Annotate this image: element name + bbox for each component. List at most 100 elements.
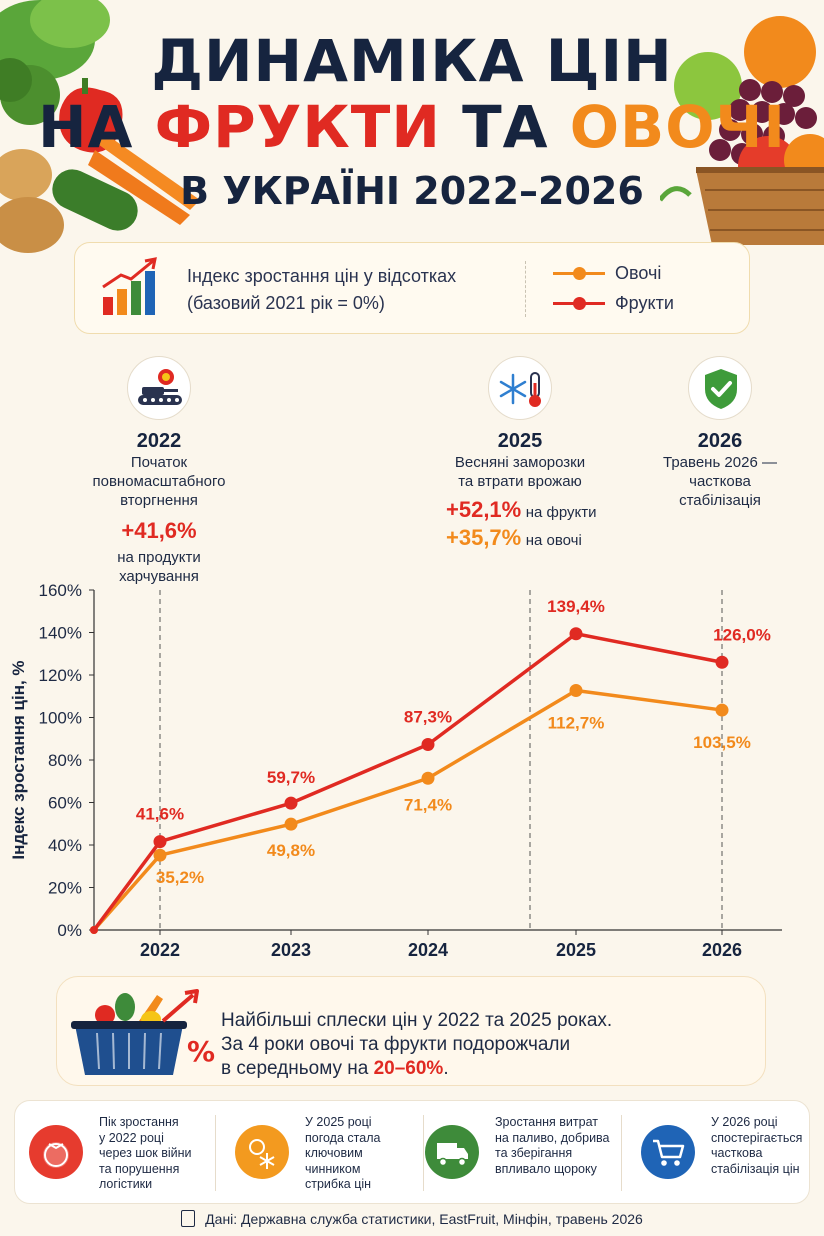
event-2022-desc-line: вторгнення xyxy=(120,492,198,509)
event-2025-year: 2025 xyxy=(497,430,543,452)
summary-highlight: 20–60% xyxy=(373,1058,444,1079)
fact-line: та зберігання xyxy=(495,1146,573,1160)
fact-stabilization: У 2026 році спостерігається часткова ста… xyxy=(641,1115,805,1195)
fact-line: У 2025 році xyxy=(305,1115,372,1129)
title-fruits: ФРУКТИ xyxy=(154,93,441,161)
percent-symbol: % xyxy=(187,1035,215,1068)
data-label: 41,6% xyxy=(136,805,184,824)
summary-line-3-text: в середньому на xyxy=(221,1058,374,1079)
data-label: 71,4% xyxy=(404,795,452,814)
event-2026-desc-line: Травень 2026 — xyxy=(663,454,777,471)
x-tick-label: 2024 xyxy=(408,940,448,960)
fact-war-shock: Пік зростання у 2022 році через шок війн… xyxy=(29,1115,209,1195)
event-2026-year: 2026 xyxy=(697,430,743,452)
event-2022-note-line: харчування xyxy=(119,568,199,585)
shield-check-icon xyxy=(705,369,737,409)
legend-fruits: Фрукти xyxy=(553,293,674,314)
fact-line: чинником xyxy=(305,1161,361,1176)
event-2025-fruit-value: +52,1% xyxy=(446,497,522,522)
data-label: 87,3% xyxy=(404,707,452,726)
event-2026-icon-circle xyxy=(688,356,752,420)
event-2026: 2026 Травень 2026 — часткова стабілізаці… xyxy=(650,356,790,510)
source-text: Дані: Державна служба статистики, EastFr… xyxy=(205,1211,643,1227)
title-and: ТА xyxy=(462,93,549,161)
fact-line: через шок війни xyxy=(99,1146,192,1160)
event-2025-veg-value: +35,7% xyxy=(446,525,522,550)
data-label: 103,5% xyxy=(693,733,751,752)
event-2025-icon-circle xyxy=(488,356,552,420)
vegetable-basket-icon: % xyxy=(71,989,215,1075)
fact-line: у 2022 році xyxy=(99,1130,164,1145)
legend-divider xyxy=(525,261,526,317)
event-2026-desc: Травень 2026 — часткова стабілізація xyxy=(650,453,790,510)
x-tick-label: 2023 xyxy=(271,940,311,960)
event-2022: 2022 Початок повномасштабного вторгнення… xyxy=(70,356,248,586)
source-note: Дані: Державна служба статистики, EastFr… xyxy=(0,1210,824,1227)
y-tick-label: 20% xyxy=(48,879,82,898)
y-tick-label: 100% xyxy=(39,709,82,728)
fact-costs: Зростання витрат на паливо, добрива та з… xyxy=(425,1115,615,1195)
event-2025-fruit-change: +52,1% на фрукти xyxy=(430,497,610,523)
fact-line: та порушення xyxy=(99,1161,180,1176)
legend-description-line-1: Індекс зростання цін у відсотках xyxy=(187,266,457,286)
fact-line: У 2026 році xyxy=(711,1115,778,1129)
fact-line: стрибка цін xyxy=(305,1177,372,1191)
data-point xyxy=(153,848,167,862)
vegetables-illustration xyxy=(0,0,200,253)
data-label: 139,4% xyxy=(547,597,605,616)
bar-chart-growth-icon xyxy=(102,257,157,315)
fact-divider xyxy=(423,1115,424,1191)
y-tick-label: 160% xyxy=(39,581,82,600)
data-point xyxy=(421,737,435,751)
event-2022-note-line: на продукти xyxy=(117,549,201,566)
data-point xyxy=(569,627,583,641)
event-2025-desc: Весняні заморозки та втрати врожаю xyxy=(430,453,610,491)
data-label: 35,2% xyxy=(156,868,204,887)
y-tick-label: 40% xyxy=(48,836,82,855)
legend-description-line-2: (базовий 2021 рік = 0%) xyxy=(187,293,385,313)
fact-line: спостерігається xyxy=(711,1130,803,1145)
data-point xyxy=(715,655,729,669)
event-2022-icon-circle xyxy=(127,356,191,420)
event-2022-note: на продукти харчування xyxy=(70,548,248,586)
fact-line: стабілізація цін xyxy=(711,1161,800,1176)
data-label: 49,8% xyxy=(267,841,315,860)
price-index-line-chart: 0% 20% 40% 60% 80% 100% 120% 140% 160% Індекс зро… xyxy=(9,581,782,960)
series-line-vegetables xyxy=(92,688,723,932)
event-2025-veg-note: на овочі xyxy=(525,532,582,549)
data-label: 59,7% xyxy=(267,768,315,787)
fact-weather-text: У 2025 році погода стала ключовим чинник… xyxy=(305,1115,425,1193)
fact-line: впливало щороку xyxy=(495,1161,597,1176)
fruit-basket-illustration xyxy=(660,16,824,245)
event-2025-desc-line: та втрати врожаю xyxy=(458,473,582,490)
event-2022-value: +41,6% xyxy=(121,518,197,543)
page-title: ДИНАМІКА ЦІН НА ФРУКТИ ТА ОВОЧІ В УКРАЇН… xyxy=(0,28,824,218)
series-line-fruits xyxy=(92,632,723,932)
fact-divider xyxy=(215,1115,216,1191)
event-2025-desc-line: Весняні заморозки xyxy=(454,454,586,471)
title-line-1: ДИНАМІКА ЦІН xyxy=(151,27,673,95)
event-2026-desc-line: стабілізація xyxy=(679,492,761,509)
x-tick-label: 2025 xyxy=(556,940,596,960)
facts-panel: Пік зростання у 2022 році через шок війн… xyxy=(14,1100,810,1204)
fact-line: Зростання витрат xyxy=(495,1115,598,1129)
event-2026-desc-line: часткова xyxy=(689,473,751,490)
data-label: 112,7% xyxy=(548,714,605,733)
fact-line: погода стала xyxy=(305,1130,381,1145)
y-tick-label: 0% xyxy=(57,921,82,940)
title-line-3: В УКРАЇНІ 2022–2026 xyxy=(180,169,644,213)
fact-line: часткова xyxy=(711,1146,763,1160)
y-tick-label: 80% xyxy=(48,751,82,770)
data-point xyxy=(90,926,98,934)
tank-explosion-icon xyxy=(138,369,182,405)
fact-line: логістики xyxy=(99,1177,153,1191)
legend-vegetables: Овочі xyxy=(553,263,661,284)
data-point xyxy=(715,703,729,717)
summary-box: % Найбільші сплески цін у 2022 та 2025 р… xyxy=(56,976,766,1086)
data-point xyxy=(569,684,583,698)
fact-costs-text: Зростання витрат на паливо, добрива та з… xyxy=(495,1115,615,1177)
fact-line: на паливо, добрива xyxy=(495,1130,610,1145)
y-tick-label: 60% xyxy=(48,794,82,813)
data-point xyxy=(153,835,167,849)
data-point xyxy=(284,817,298,831)
